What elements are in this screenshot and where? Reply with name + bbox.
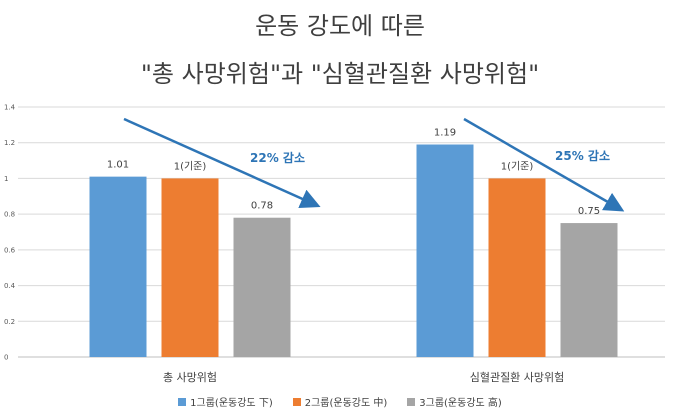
bar [161, 178, 219, 357]
y-tick-label: 1.2 [4, 139, 15, 147]
legend-item: 1그룹(운동강도 下) [178, 394, 273, 409]
y-tick-label: 0.4 [4, 282, 16, 290]
legend-label: 1그룹(운동강도 下) [190, 398, 273, 409]
legend-swatch [292, 397, 301, 406]
legend-item: 3그룹(운동강도 高) [407, 394, 502, 409]
category-label: 심혈관질환 사망위험 [470, 370, 565, 384]
y-tick-label: 0.2 [4, 318, 15, 326]
legend-item: 2그룹(운동강도 中) [292, 394, 388, 409]
y-tick-label: 1 [4, 175, 8, 183]
bar [233, 217, 291, 357]
trend-arrow [463, 117, 625, 212]
y-tick-label: 0 [4, 354, 8, 362]
chart-legend: 1그룹(운동강도 下) 2그룹(운동강도 中) 3그룹(운동강도 高) [0, 394, 680, 409]
data-label: 0.75 [578, 206, 600, 217]
chart-title-line1: 운동 강도에 따른 [255, 12, 425, 40]
data-label: 1.01 [107, 160, 129, 171]
data-label: 1(기준) [501, 160, 534, 172]
y-tick-label: 0.6 [4, 246, 16, 254]
legend-label: 3그룹(운동강도 高) [419, 398, 502, 409]
data-label: 0.78 [251, 201, 273, 212]
bar [416, 144, 474, 357]
category-label: 총 사망위험 [163, 371, 217, 384]
legend-swatch [407, 397, 416, 406]
bar [560, 223, 618, 357]
legend-swatch [178, 397, 187, 406]
chart-title-line2: "총 사망위험"과 "심혈관질환 사망위험" [140, 60, 540, 88]
y-tick-label: 1.4 [4, 104, 16, 112]
bar [89, 176, 147, 357]
y-tick-label: 0.8 [4, 211, 15, 219]
annotation-label: 22% 감소 [250, 150, 305, 165]
legend-label: 2그룹(운동강도 中) [304, 398, 388, 409]
trend-arrow [123, 117, 321, 208]
data-label: 1(기준) [174, 160, 207, 172]
bar [488, 178, 546, 357]
annotation-label: 25% 감소 [555, 148, 610, 163]
data-label: 1.19 [434, 128, 456, 139]
